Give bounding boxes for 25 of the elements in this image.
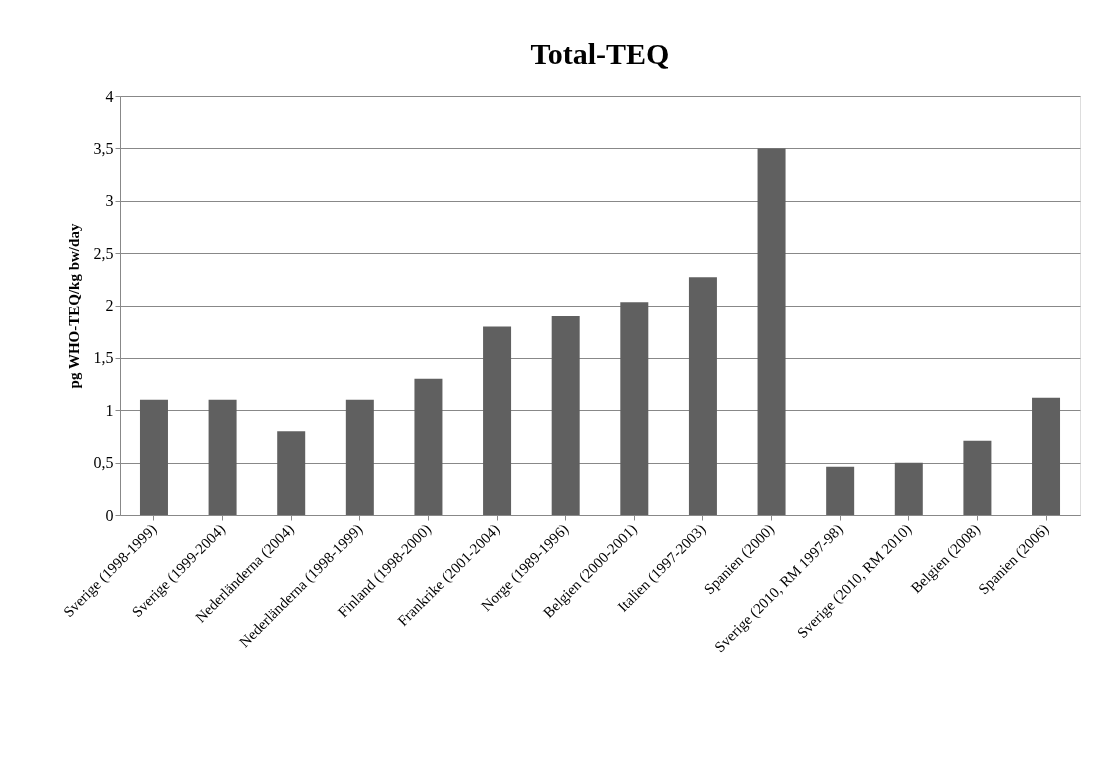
chart-title: Total-TEQ bbox=[530, 37, 670, 70]
bar bbox=[345, 399, 374, 515]
y-tick-label: 2 bbox=[105, 297, 114, 314]
bar bbox=[757, 148, 786, 515]
y-tick-label: 1 bbox=[105, 401, 114, 419]
bar bbox=[620, 302, 649, 515]
bar bbox=[551, 315, 580, 515]
y-tick-label: 3,5 bbox=[93, 139, 114, 157]
bar bbox=[894, 462, 923, 515]
bar bbox=[483, 326, 512, 515]
y-tick-label: 0 bbox=[105, 506, 114, 524]
y-tick-label: 0,5 bbox=[93, 454, 114, 472]
bar bbox=[963, 440, 992, 515]
bar bbox=[414, 378, 443, 515]
bar bbox=[277, 431, 306, 515]
bar bbox=[688, 277, 717, 515]
bar bbox=[826, 466, 855, 515]
y-tick-label: 4 bbox=[105, 87, 114, 105]
y-axis-title: pg WHO-TEQ/kg bw/day bbox=[65, 223, 82, 389]
bar bbox=[139, 399, 168, 515]
bar bbox=[208, 399, 237, 515]
bar bbox=[1032, 397, 1061, 515]
y-tick-label: 3 bbox=[105, 192, 114, 210]
y-tick-label: 1,5 bbox=[93, 349, 114, 367]
y-tick-label: 2,5 bbox=[93, 244, 114, 262]
